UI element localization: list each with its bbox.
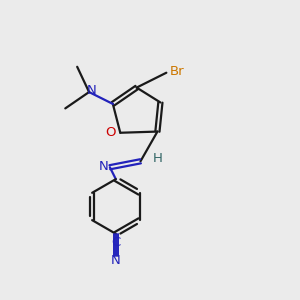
Text: H: H [153,152,163,165]
Text: Br: Br [169,65,184,78]
Text: N: N [99,160,108,172]
Text: N: N [87,84,96,97]
Text: C: C [112,236,121,249]
Text: N: N [111,254,121,267]
Text: O: O [106,126,116,139]
